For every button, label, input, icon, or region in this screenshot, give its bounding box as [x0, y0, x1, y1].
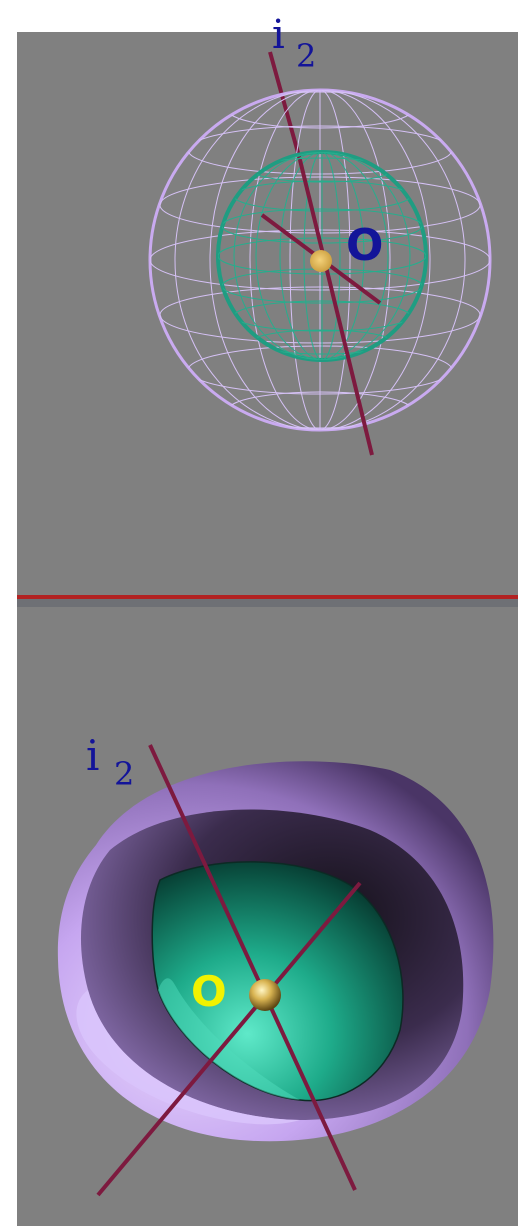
top-panel: i 2 O	[17, 12, 518, 595]
bottom-axis-label-subscript: 2	[114, 755, 134, 793]
top-center-point	[310, 250, 332, 272]
top-axis-i2-lower	[298, 159, 374, 456]
bottom-axis-i2	[148, 744, 357, 1191]
divider-red	[17, 595, 518, 599]
bottom-center-label: O	[191, 967, 227, 1016]
top-center-label: O	[346, 220, 383, 271]
bottom-center-ball	[249, 979, 281, 1011]
top-panel-background	[17, 32, 518, 595]
top-axis-label: i	[272, 12, 285, 58]
top-outer-wire-sphere	[148, 88, 492, 432]
bottom-axis-label: i	[86, 731, 99, 780]
top-axis-i2-upper	[268, 51, 302, 161]
bottom-panel: i 2 O	[17, 607, 518, 1226]
top-inner-wire-sphere	[216, 150, 428, 362]
top-axis-label-subscript: 2	[296, 37, 316, 75]
divider-gray	[17, 599, 518, 607]
bottom-axis-diagonal	[96, 881, 362, 1197]
